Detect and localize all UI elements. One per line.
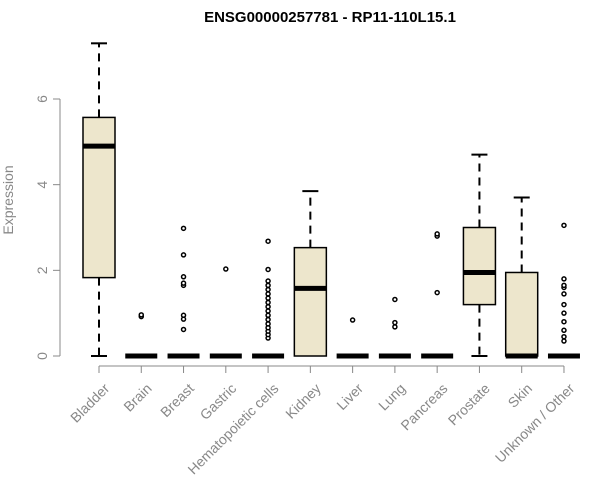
outlier-point [138, 312, 145, 318]
box-9 [421, 231, 454, 359]
outlier-point [265, 299, 271, 306]
outlier-point [561, 318, 567, 325]
y-tick-label: 4 [34, 181, 50, 189]
box-8 [378, 296, 411, 359]
outlier-point [180, 252, 187, 258]
outlier-point [265, 278, 271, 284]
x-tick-label: Brain [120, 380, 154, 414]
outlier-point [561, 338, 567, 344]
x-tick-label: Skin [505, 380, 536, 411]
y-tick-label: 0 [34, 352, 50, 360]
y-tick-label: 6 [34, 95, 50, 103]
outlier-point [392, 324, 398, 330]
outlier-point [265, 295, 271, 301]
outlier-point [180, 312, 187, 319]
box-4 [209, 266, 242, 359]
iqr-box [504, 271, 539, 357]
box-7 [336, 317, 369, 359]
outlier-point [265, 286, 271, 293]
box-3 [167, 225, 200, 359]
iqr-box [293, 246, 328, 357]
outlier-point [561, 310, 567, 316]
outlier-point [561, 276, 567, 282]
outlier-point [180, 280, 187, 286]
outlier-point [180, 274, 187, 280]
box-10 [462, 153, 497, 357]
outlier-point [561, 327, 567, 334]
iqr-box [82, 116, 116, 279]
outlier-point [434, 231, 440, 237]
x-tick-label: Bladder [67, 380, 113, 426]
box-12 [547, 222, 580, 359]
outlier-point [561, 333, 567, 340]
box-11 [504, 196, 539, 359]
box-5 [252, 238, 285, 359]
x-tick-label: Lung [375, 380, 408, 413]
outlier-point [180, 326, 187, 333]
x-tick-label: Breast [157, 380, 197, 420]
box-6 [293, 190, 328, 357]
outlier-point [561, 222, 567, 229]
outlier-point [561, 291, 567, 297]
outlier-point [392, 319, 398, 326]
y-axis-label: Expression [0, 165, 16, 234]
outlier-point [223, 266, 229, 272]
chart-title: ENSG00000257781 - RP11-110L15.1 [204, 9, 456, 26]
outlier-point [349, 317, 356, 323]
y-tick-label: 2 [34, 266, 50, 274]
box-2 [125, 312, 158, 359]
outlier-point [561, 282, 567, 289]
boxes-group [82, 42, 580, 359]
y-axis: 0 2 4 6 [34, 95, 61, 360]
outlier-point [265, 316, 271, 323]
outlier-point [265, 303, 271, 310]
outlier-point [392, 296, 398, 303]
outlier-point [265, 308, 271, 314]
outlier-point [265, 291, 271, 297]
outlier-point [265, 312, 271, 319]
outlier-point [180, 225, 187, 232]
outlier-point [265, 238, 271, 244]
outlier-point [561, 301, 567, 308]
x-tick-label: Prostate [445, 380, 493, 428]
iqr-box [462, 226, 497, 306]
box-1 [82, 42, 116, 357]
outlier-point [265, 321, 271, 327]
x-tick-label: Unknown / Other [492, 380, 578, 466]
outlier-point [265, 282, 271, 289]
outlier-point [434, 289, 440, 296]
outlier-point [265, 266, 271, 273]
x-tick-label: Pancreas [397, 380, 450, 433]
x-tick-label: Kidney [282, 380, 324, 422]
x-tick-label: Liver [333, 380, 366, 413]
